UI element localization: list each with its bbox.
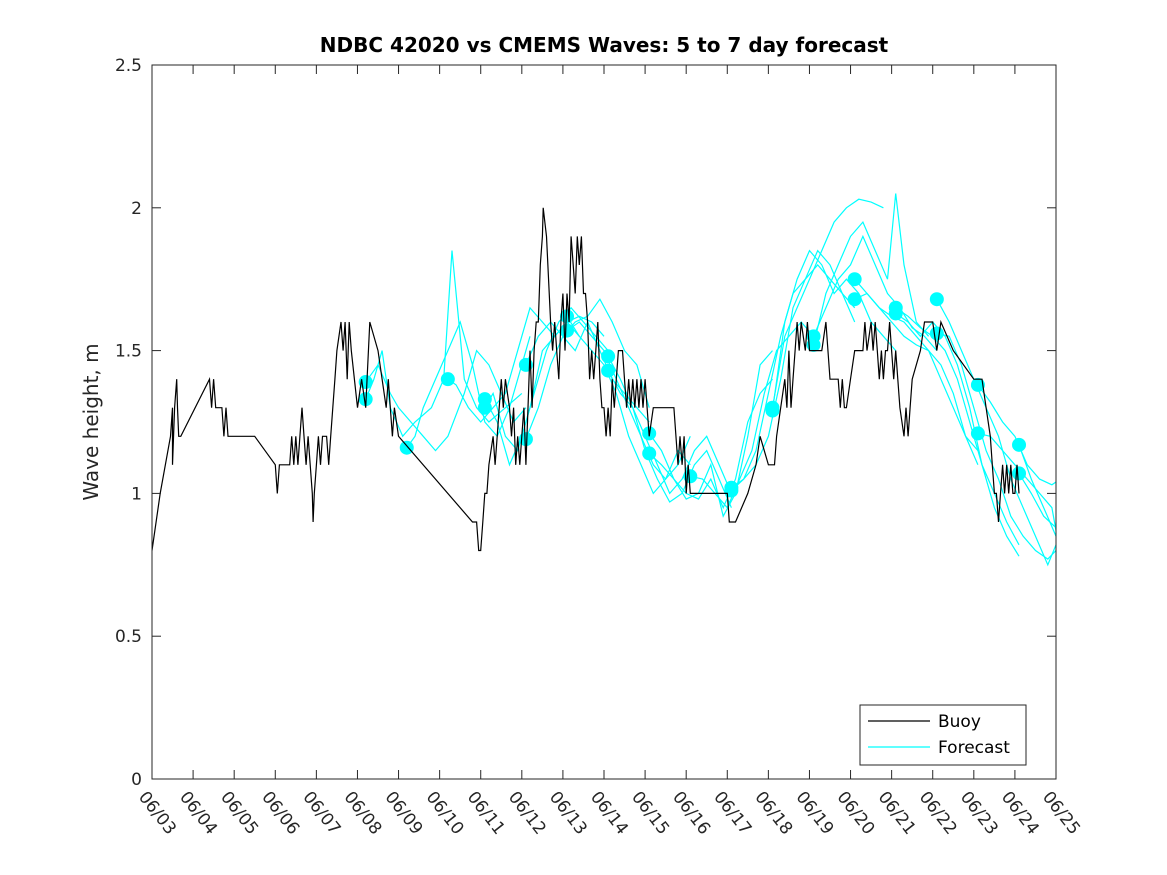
forecast-run-line [365,250,523,438]
forecast-start-point [929,326,944,341]
forecast-run-line [936,298,1056,567]
forecast-run-line [813,193,930,346]
series-layer [152,193,1056,567]
forecast-start-point [847,272,862,287]
buoy-series-line [152,207,1020,552]
forecast-run-line [607,370,732,508]
forecast-run-line [771,198,884,408]
forecast-start-point [888,300,903,315]
legend-box [859,704,1027,766]
y-tick-label: 2.5 [115,56,142,76]
y-axis: 0 0.5 1 1.5 2 2.5 [115,56,1056,790]
forecast-start-point [601,349,616,364]
forecast-start-point [560,323,575,338]
forecast-run-line [607,356,732,495]
forecast-run-line [365,349,527,452]
forecast-run-line [406,320,531,449]
y-tick-label: 0.5 [115,627,142,647]
forecast-run-line [854,278,979,451]
legend-forecast-label: Forecast [938,738,1010,758]
forecast-run-line [1018,444,1056,537]
legend: Buoy Forecast [859,704,1027,766]
forecast-start-point [970,426,985,441]
forecast-start-point [724,480,739,495]
y-axis-label: Wave height, m [79,343,103,500]
forecast-start-point [601,363,616,378]
chart-title: NDBC 42020 vs CMEMS Waves: 5 to 7 day fo… [320,33,889,57]
forecast-start-point [399,440,414,455]
forecast-start-point [806,329,821,344]
y-tick-label: 2 [131,199,142,219]
forecast-run-line [648,350,773,518]
forecast-start-point [477,392,492,407]
forecast-start-point [1012,437,1027,452]
forecast-start-point [970,377,985,392]
y-tick-label: 0 [131,770,142,790]
forecast-start-point [765,400,780,415]
forecast-start-point [847,292,862,307]
forecast-start-point [440,372,455,387]
forecast-start-point [929,292,944,307]
forecast-start-point [1012,466,1027,481]
y-tick-label: 1.5 [115,342,142,362]
legend-buoy-label: Buoy [938,712,981,732]
forecast-start-point [642,446,657,461]
forecast-run-line [895,313,1020,546]
y-tick-label: 1 [131,484,142,504]
forecast-run-line [690,321,815,509]
